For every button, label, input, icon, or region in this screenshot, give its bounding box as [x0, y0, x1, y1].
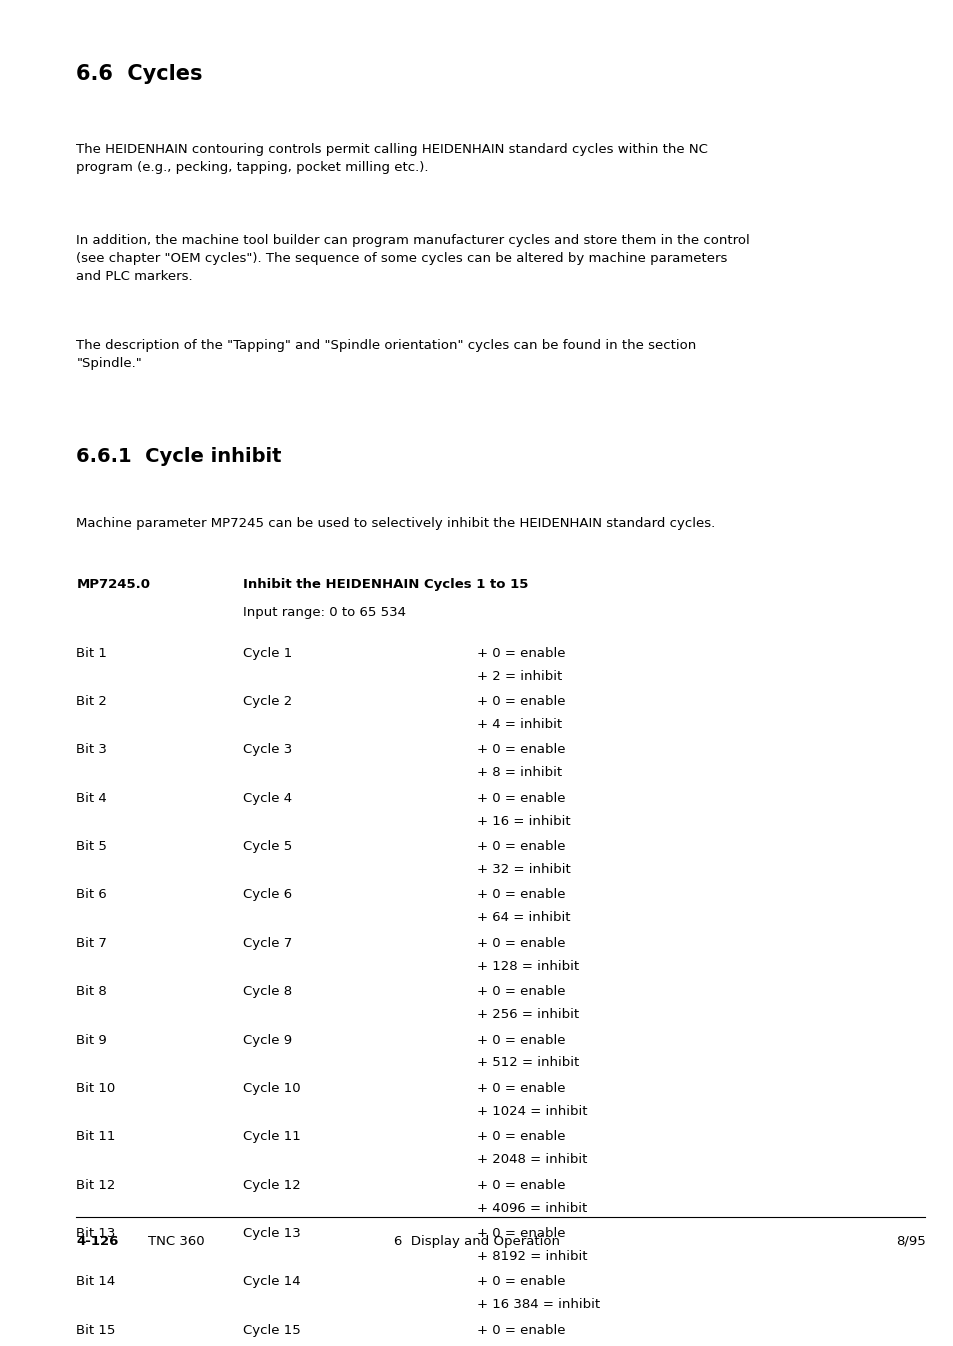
Text: + 0 = enable: + 0 = enable	[476, 937, 565, 950]
Text: Bit 10: Bit 10	[76, 1082, 115, 1094]
Text: + 32 = inhibit: + 32 = inhibit	[476, 863, 570, 876]
Text: + 8192 = inhibit: + 8192 = inhibit	[476, 1250, 587, 1263]
Text: Cycle 9: Cycle 9	[243, 1034, 292, 1047]
Text: Bit 6: Bit 6	[76, 888, 107, 902]
Text: + 0 = enable: + 0 = enable	[476, 1276, 565, 1288]
Text: + 64 = inhibit: + 64 = inhibit	[476, 911, 570, 925]
Text: 6.6  Cycles: 6.6 Cycles	[76, 63, 203, 83]
Text: Cycle 12: Cycle 12	[243, 1179, 301, 1191]
Text: Cycle 5: Cycle 5	[243, 840, 293, 853]
Text: Inhibit the HEIDENHAIN Cycles 1 to 15: Inhibit the HEIDENHAIN Cycles 1 to 15	[243, 577, 528, 591]
Text: + 128 = inhibit: + 128 = inhibit	[476, 960, 578, 973]
Text: + 16 = inhibit: + 16 = inhibit	[476, 814, 570, 828]
Text: The HEIDENHAIN contouring controls permit calling HEIDENHAIN standard cycles wit: The HEIDENHAIN contouring controls permi…	[76, 143, 707, 174]
Text: In addition, the machine tool builder can program manufacturer cycles and store : In addition, the machine tool builder ca…	[76, 234, 749, 283]
Text: Cycle 7: Cycle 7	[243, 937, 293, 950]
Text: + 0 = enable: + 0 = enable	[476, 888, 565, 902]
Text: Bit 3: Bit 3	[76, 743, 107, 756]
Text: + 2 = inhibit: + 2 = inhibit	[476, 669, 561, 682]
Text: Cycle 4: Cycle 4	[243, 791, 292, 805]
Text: Cycle 13: Cycle 13	[243, 1228, 301, 1240]
Text: Bit 5: Bit 5	[76, 840, 107, 853]
Text: + 0 = enable: + 0 = enable	[476, 1228, 565, 1240]
Text: Cycle 14: Cycle 14	[243, 1276, 300, 1288]
Text: + 0 = enable: + 0 = enable	[476, 840, 565, 853]
Text: + 256 = inhibit: + 256 = inhibit	[476, 1008, 578, 1022]
Text: + 0 = enable: + 0 = enable	[476, 1082, 565, 1094]
Text: + 16 384 = inhibit: + 16 384 = inhibit	[476, 1299, 599, 1311]
Text: 6  Display and Operation: 6 Display and Operation	[394, 1234, 559, 1248]
Text: 6.6.1  Cycle inhibit: 6.6.1 Cycle inhibit	[76, 447, 281, 466]
Text: Cycle 8: Cycle 8	[243, 985, 292, 999]
Text: MP7245.0: MP7245.0	[76, 577, 151, 591]
Text: + 4 = inhibit: + 4 = inhibit	[476, 717, 561, 731]
Text: 8/95: 8/95	[895, 1234, 924, 1248]
Text: Cycle 11: Cycle 11	[243, 1131, 301, 1143]
Text: + 0 = enable: + 0 = enable	[476, 1179, 565, 1191]
Text: The description of the "Tapping" and "Spindle orientation" cycles can be found i: The description of the "Tapping" and "Sp…	[76, 339, 696, 370]
Text: Bit 1: Bit 1	[76, 646, 107, 660]
Text: + 0 = enable: + 0 = enable	[476, 646, 565, 660]
Text: TNC 360: TNC 360	[148, 1234, 204, 1248]
Text: + 8 = inhibit: + 8 = inhibit	[476, 766, 561, 779]
Text: + 0 = enable: + 0 = enable	[476, 1131, 565, 1143]
Text: + 2048 = inhibit: + 2048 = inhibit	[476, 1154, 587, 1166]
Text: Cycle 6: Cycle 6	[243, 888, 292, 902]
Text: Bit 11: Bit 11	[76, 1131, 115, 1143]
Text: Bit 9: Bit 9	[76, 1034, 107, 1047]
Text: + 1024 = inhibit: + 1024 = inhibit	[476, 1105, 587, 1119]
Text: + 0 = enable: + 0 = enable	[476, 1324, 565, 1337]
Text: Bit 8: Bit 8	[76, 985, 107, 999]
Text: Cycle 10: Cycle 10	[243, 1082, 300, 1094]
Text: + 0 = enable: + 0 = enable	[476, 1034, 565, 1047]
Text: + 512 = inhibit: + 512 = inhibit	[476, 1057, 578, 1070]
Text: + 0 = enable: + 0 = enable	[476, 985, 565, 999]
Text: Cycle 3: Cycle 3	[243, 743, 293, 756]
Text: + 4096 = inhibit: + 4096 = inhibit	[476, 1202, 587, 1214]
Text: + 0 = enable: + 0 = enable	[476, 695, 565, 708]
Text: Cycle 1: Cycle 1	[243, 646, 293, 660]
Text: 4-126: 4-126	[76, 1234, 118, 1248]
Text: Cycle 2: Cycle 2	[243, 695, 293, 708]
Text: Bit 7: Bit 7	[76, 937, 107, 950]
Text: Bit 13: Bit 13	[76, 1228, 115, 1240]
Text: Bit 2: Bit 2	[76, 695, 107, 708]
Text: Input range: 0 to 65 534: Input range: 0 to 65 534	[243, 606, 406, 619]
Text: Bit 4: Bit 4	[76, 791, 107, 805]
Text: + 0 = enable: + 0 = enable	[476, 791, 565, 805]
Text: Machine parameter MP7245 can be used to selectively inhibit the HEIDENHAIN stand: Machine parameter MP7245 can be used to …	[76, 517, 715, 530]
Text: Bit 12: Bit 12	[76, 1179, 115, 1191]
Text: Cycle 15: Cycle 15	[243, 1324, 301, 1337]
Text: + 0 = enable: + 0 = enable	[476, 743, 565, 756]
Text: Bit 15: Bit 15	[76, 1324, 115, 1337]
Text: Bit 14: Bit 14	[76, 1276, 115, 1288]
